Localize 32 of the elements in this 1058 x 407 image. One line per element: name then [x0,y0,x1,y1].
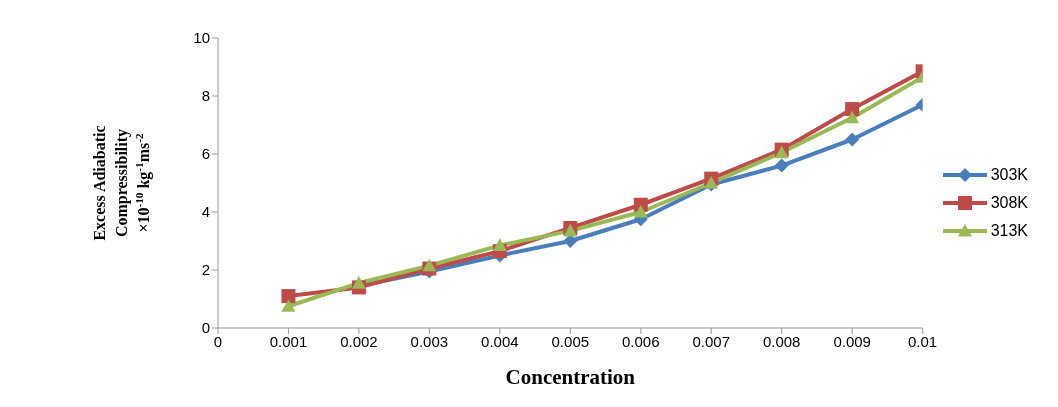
x-tick-label: 0.003 [410,332,449,350]
x-tick-label: 0.001 [269,332,308,350]
x-tick-label: 0.008 [762,332,801,350]
y-tick-label: 6 [201,145,210,163]
point [845,110,860,124]
y-tick-label: 8 [201,87,210,105]
point [845,132,860,147]
legend-label: 313K [990,222,1028,240]
point [422,258,437,272]
point [845,102,860,117]
y-tick-label: 0 [201,319,210,337]
legend-label: 308K [990,194,1028,212]
point [281,299,296,312]
legend-label: 303K [990,166,1028,184]
y-tick-label: 10 [193,29,210,47]
x-tick-label: 0.005 [551,332,590,350]
point [351,276,366,289]
x-tick-label: 0 [213,332,223,350]
x-tick-label: 0.002 [340,332,378,350]
x-tick-label: 0.006 [622,332,660,350]
point [633,205,648,218]
x-tick-label: 0.007 [692,332,731,350]
y-tick-label: 4 [201,203,210,221]
x-tick-label: 0.009 [833,332,871,350]
point [492,238,507,251]
y-tick-label: 2 [201,261,210,279]
x-tick-label: 0.01 [908,332,938,350]
point [563,234,578,248]
point [774,158,789,173]
x-tick-label: 0.004 [481,332,519,350]
point [281,289,296,304]
x-axis-title: Concentration [505,365,636,389]
